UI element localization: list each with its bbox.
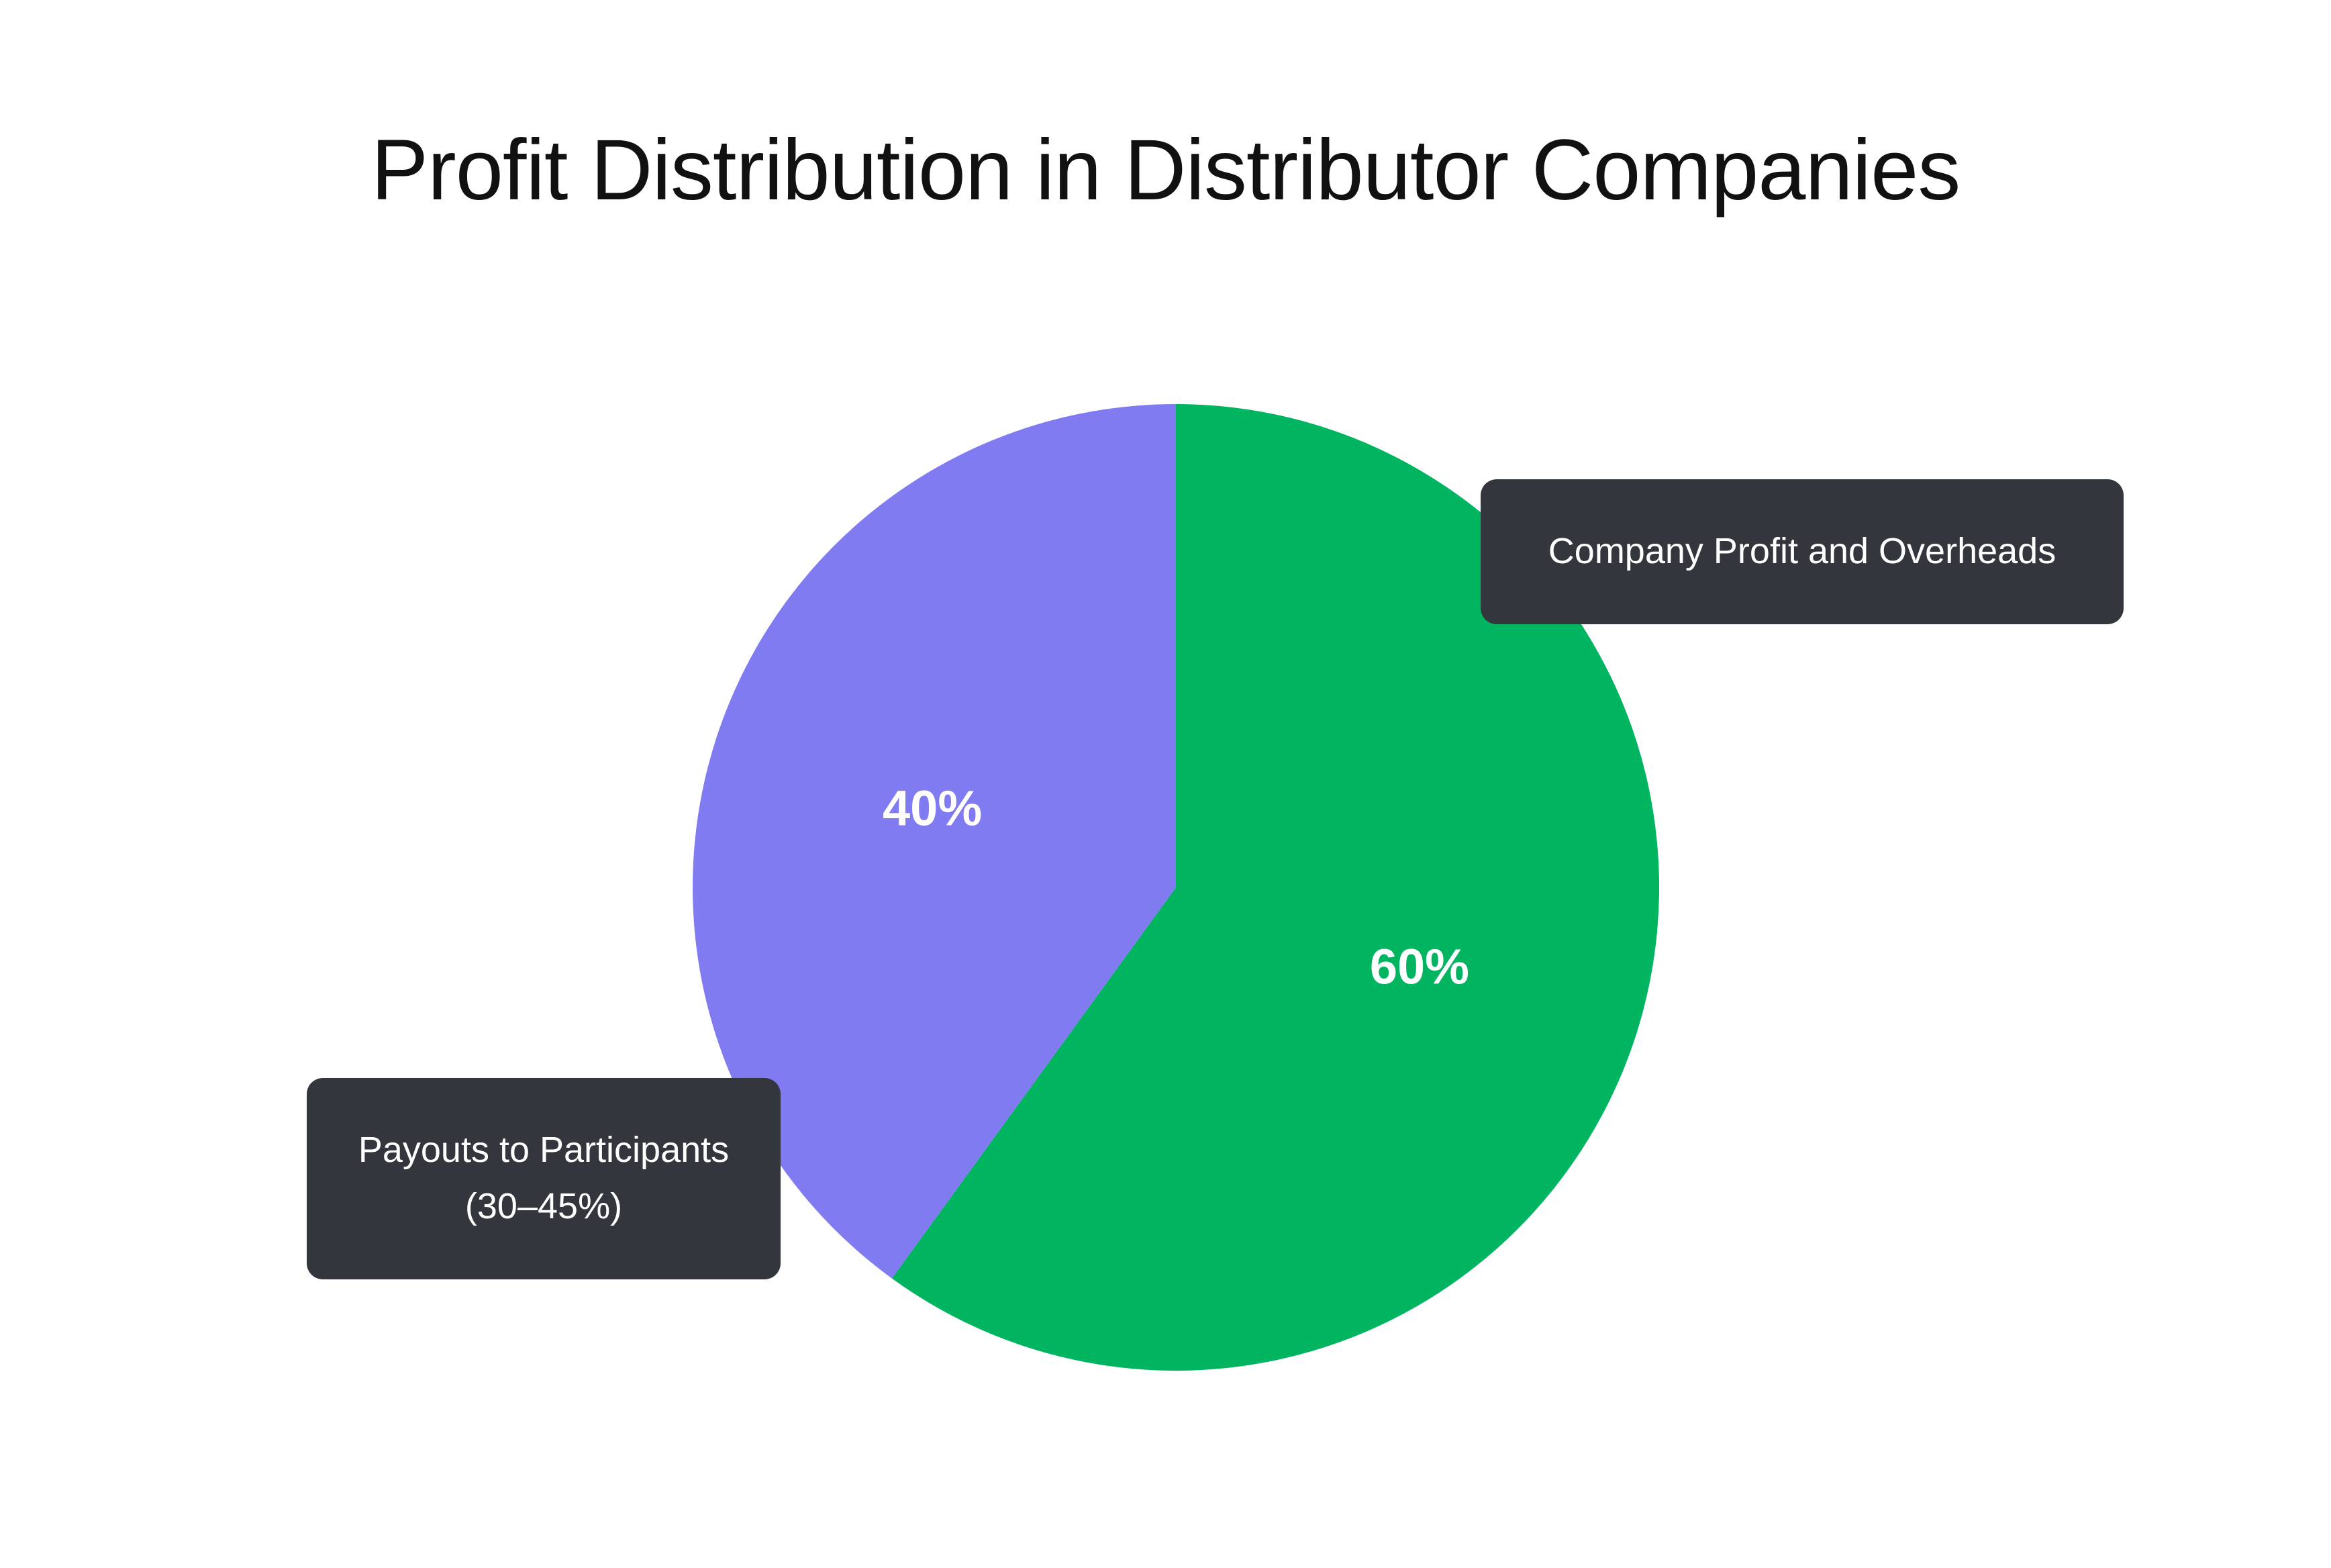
pie-label-company-profit: 60%	[1370, 938, 1469, 994]
pie-slice-company-profit	[891, 404, 1660, 1371]
callout-company-profit: Company Profit and Overheads	[1481, 479, 2124, 624]
chart-title: Profit Distribution in Distributor Compa…	[370, 122, 1961, 218]
callout-company-profit-label: Company Profit and Overheads	[1548, 531, 2056, 572]
callout-payouts-label: Payouts to Participants	[358, 1130, 730, 1171]
pie-slice-payouts	[693, 404, 1176, 1279]
callout-payouts-range: (30–45%)	[464, 1186, 623, 1226]
callout-payouts: Payouts to Participants (30–45%)	[307, 1078, 781, 1279]
pie-label-payouts: 40%	[883, 781, 982, 836]
